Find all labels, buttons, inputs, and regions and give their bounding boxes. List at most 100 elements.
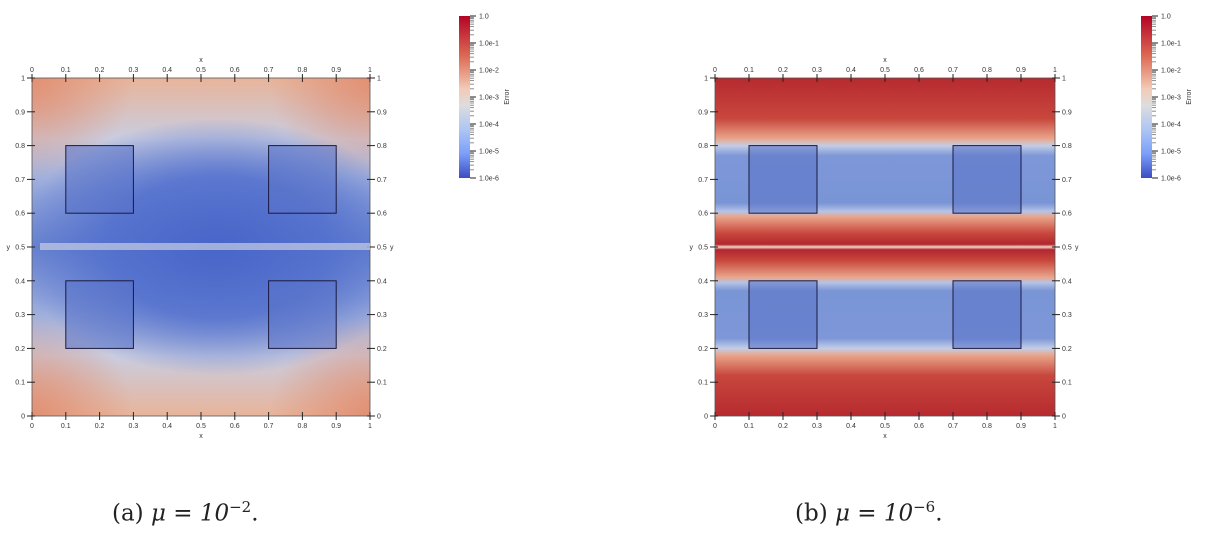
x-tick-label-top: 0.8: [982, 67, 992, 74]
x-tick-label-top: 0.1: [61, 67, 71, 74]
colorbar-label: Error: [1186, 89, 1193, 105]
y-tick-label-right: 0.1: [1062, 380, 1072, 387]
y-tick-label-left: 0.3: [15, 312, 25, 319]
x-tick-label-bottom: 0.9: [1016, 423, 1026, 430]
obstacle: [65, 145, 134, 214]
x-tick-label-bottom: 0.7: [948, 423, 958, 430]
y-tick-label-left: 0.9: [698, 109, 708, 116]
colorbar-tick-label: 1.0: [479, 14, 489, 21]
y-axis-label-left: y: [690, 245, 694, 252]
y-tick-label-right: 0.2: [377, 346, 387, 353]
x-tick-label-top: 0.5: [880, 67, 890, 74]
colorbar-tick-label: 1.0e-3: [479, 95, 499, 102]
y-tick-label-left: 0.8: [698, 143, 708, 150]
y-tick-label-right: 0.3: [377, 312, 387, 319]
y-tick-label-left: 0.5: [698, 245, 708, 252]
obstacle: [268, 280, 337, 349]
y-tick-label-right: 0.5: [377, 245, 387, 252]
y-tick-label-right: 0.8: [377, 143, 387, 150]
error-field-b: [715, 78, 1055, 416]
y-tick-label-left: 1: [704, 76, 708, 83]
x-axis-label-bottom: x: [199, 433, 203, 440]
y-tick-label-left: 0.1: [698, 380, 708, 387]
x-tick-label-bottom: 0.8: [298, 423, 308, 430]
plot-frame: [714, 77, 1056, 417]
x-tick-label-top: 0.6: [230, 67, 240, 74]
x-tick-label-top: 1: [1053, 67, 1057, 74]
x-tick-label-top: 0.7: [264, 67, 274, 74]
y-tick-label-left: 0.2: [698, 346, 708, 353]
x-tick-label-top: 0.9: [1016, 67, 1026, 74]
obstacle: [748, 280, 818, 349]
x-tick-label-top: 0.7: [948, 67, 958, 74]
caption-label: (a): [112, 500, 151, 527]
y-axis-label-left: y: [7, 245, 11, 252]
y-tick-label-right: 0.6: [377, 211, 387, 218]
x-tick-label-bottom: 0.5: [880, 423, 890, 430]
x-tick-label-bottom: 0.3: [812, 423, 822, 430]
y-tick-label-left: 0.8: [15, 143, 25, 150]
y-tick-label-right: 0: [1062, 414, 1066, 421]
obstacle: [268, 145, 337, 214]
x-tick-label-top: 0.2: [778, 67, 788, 74]
x-tick-label-top: 0.4: [846, 67, 856, 74]
x-tick-label-top: 0.6: [914, 67, 924, 74]
x-tick-label-bottom: 0: [30, 423, 34, 430]
x-tick-label-top: 0: [30, 67, 34, 74]
y-tick-label-right: 0.3: [1062, 312, 1072, 319]
caption-suffix: .: [935, 500, 943, 527]
y-tick-label-left: 0.2: [15, 346, 25, 353]
caption-b: (b) μ = 10−6.: [795, 498, 943, 527]
colorbar-tick-label: 1.0e-2: [479, 68, 499, 75]
x-tick-label-bottom: 0.5: [196, 423, 206, 430]
x-axis-label-bottom: x: [883, 433, 887, 440]
x-tick-label-bottom: 0.7: [264, 423, 274, 430]
x-tick-label-top: 0.3: [812, 67, 822, 74]
colorbar-a: [459, 16, 470, 178]
caption-a: (a) μ = 10−2.: [112, 498, 259, 527]
x-tick-label-bottom: 0.1: [744, 423, 754, 430]
caption-exponent: −6: [913, 498, 936, 516]
caption-suffix: .: [251, 500, 259, 527]
y-tick-label-left: 1: [21, 76, 25, 83]
y-tick-label-right: 0.7: [377, 177, 387, 184]
colorbar-tick-label: 1.0e-4: [1161, 122, 1181, 129]
y-tick-label-left: 0.4: [15, 278, 25, 285]
y-tick-label-right: 0.2: [1062, 346, 1072, 353]
y-tick-label-left: 0.9: [15, 109, 25, 116]
x-tick-label-top: 0.5: [196, 67, 206, 74]
obstacle: [952, 280, 1022, 349]
x-tick-label-bottom: 0.6: [914, 423, 924, 430]
y-tick-label-right: 0.1: [377, 380, 387, 387]
caption-mu: μ = 10: [834, 500, 914, 527]
colorbar-tick-label: 1.0e-1: [479, 41, 499, 48]
y-tick-label-right: 0.7: [1062, 177, 1072, 184]
colorbar-tick-label: 1.0: [1161, 14, 1171, 21]
x-tick-label-bottom: 0.2: [95, 423, 105, 430]
x-tick-label-top: 0: [713, 67, 717, 74]
x-tick-label-bottom: 0.1: [61, 423, 71, 430]
x-tick-label-bottom: 0.8: [982, 423, 992, 430]
colorbar-tick-label: 1.0e-6: [479, 176, 499, 183]
colorbar-tick-label: 1.0e-4: [479, 122, 499, 129]
x-tick-label-top: 0.2: [95, 67, 105, 74]
colorbar-tick-label: 1.0e-5: [479, 149, 499, 156]
y-tick-label-right: 0.9: [1062, 109, 1072, 116]
x-axis-label-top: x: [199, 57, 203, 64]
caption-label: (b): [795, 500, 835, 527]
y-tick-label-left: 0: [704, 414, 708, 421]
y-tick-label-right: 0.6: [1062, 211, 1072, 218]
x-tick-label-top: 0.8: [298, 67, 308, 74]
obstacle: [952, 145, 1022, 214]
x-tick-label-bottom: 0.3: [129, 423, 139, 430]
x-tick-label-top: 0.9: [331, 67, 341, 74]
centerline-streak: [40, 243, 370, 250]
x-tick-label-bottom: 0.4: [846, 423, 856, 430]
x-tick-label-top: 1: [368, 67, 372, 74]
x-axis-label-top: x: [883, 57, 887, 64]
x-tick-label-bottom: 0: [713, 423, 717, 430]
y-tick-label-right: 0.4: [377, 278, 387, 285]
x-tick-label-bottom: 0.6: [230, 423, 240, 430]
y-axis-label-right: y: [390, 245, 394, 252]
